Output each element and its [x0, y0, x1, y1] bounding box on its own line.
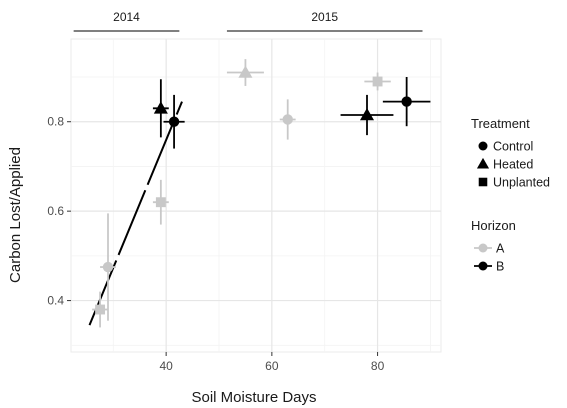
data-point-group: [340, 94, 394, 136]
legend-horizon-label: A: [496, 242, 505, 256]
data-point: [153, 101, 168, 114]
data-point: [168, 116, 180, 127]
legend-circle-icon: [478, 243, 488, 253]
data-point: [359, 107, 375, 121]
data-point-group: [163, 94, 185, 149]
legend-treatment-label: Heated: [493, 158, 533, 172]
fit-layer: [88, 101, 183, 326]
x-tick-label: 40: [159, 359, 173, 373]
data-point: [102, 261, 114, 273]
data-point-group: [226, 59, 264, 86]
y-tick-label: 0.8: [47, 115, 64, 129]
y-tick-label: 0.4: [47, 294, 64, 308]
legend-horizon-item: A: [474, 242, 505, 256]
x-axis-title: Soil Moisture Days: [191, 389, 316, 406]
legend-horizon-label: B: [496, 260, 504, 274]
fit-line: [88, 101, 183, 326]
year-bracket-label: 2015: [311, 10, 338, 24]
legend-circle-icon: [478, 141, 488, 151]
data-point: [372, 76, 383, 87]
legend-triangle-icon: [476, 157, 490, 169]
data-point-group: [279, 99, 296, 140]
data-point: [282, 114, 293, 125]
y-tick-label: 0.6: [47, 204, 64, 218]
data-point-group: [382, 77, 431, 127]
data-point: [155, 197, 166, 208]
legend-treatment-item: Unplanted: [478, 176, 550, 190]
x-tick-label: 80: [371, 359, 385, 373]
legend-treatment-items: Control Heated Unplanted: [476, 140, 550, 190]
legend-treatment-title: Treatment: [471, 116, 530, 131]
legend: Treatment Control Heated Unplanted Horizon…: [471, 116, 550, 274]
legend-circle-icon: [478, 261, 488, 271]
data-point-group: [364, 72, 391, 91]
legend-horizon-items: AB: [474, 242, 505, 274]
year-brackets: 2014 2015: [73, 10, 423, 32]
plot-panel: [70, 38, 442, 353]
legend-treatment-item: Heated: [476, 157, 533, 172]
data-point: [238, 65, 253, 78]
y-axis-ticks: 0.4 0.6 0.8: [47, 115, 71, 308]
legend-treatment-label: Control: [493, 140, 533, 154]
data-point-group: [92, 291, 108, 328]
y-axis-title: Carbon Lost/Applied: [7, 147, 24, 283]
data-point-group: [152, 179, 169, 225]
legend-horizon-item: B: [474, 260, 504, 274]
legend-treatment-label: Unplanted: [493, 176, 550, 190]
data-point-group: [152, 79, 169, 138]
legend-square-icon: [478, 177, 488, 187]
legend-treatment-item: Control: [478, 140, 533, 154]
x-axis-ticks: 40 60 80: [159, 352, 385, 373]
data-point-group: [100, 213, 116, 321]
year-bracket-label: 2014: [113, 10, 140, 24]
data-point: [95, 304, 106, 315]
legend-horizon-title: Horizon: [471, 218, 516, 233]
gridlines: [70, 38, 442, 353]
points-layer: [92, 59, 431, 328]
data-point: [401, 96, 412, 107]
x-tick-label: 60: [265, 359, 279, 373]
